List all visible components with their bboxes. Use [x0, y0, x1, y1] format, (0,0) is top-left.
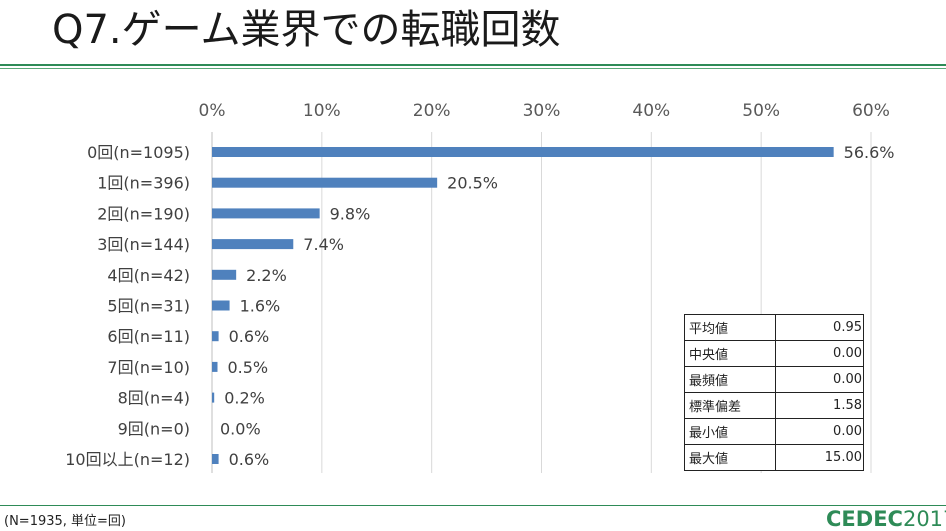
bar	[212, 269, 237, 280]
stats-row: 標準偏差 1.58	[684, 392, 864, 419]
data-label: 9.8%	[330, 204, 371, 223]
x-tick-label: 60%	[852, 101, 890, 121]
category-label: 10回以上(n=12)	[65, 450, 190, 469]
stats-label: 平均値	[684, 314, 776, 341]
page-title: Q7.ゲーム業界での転職回数	[52, 7, 561, 53]
bar-chart: 0% 10% 20% 30% 40% 50% 60% 0回(n=1095) 56.6% 1回(n=…	[65, 101, 895, 473]
stats-table: 平均値 0.95 中央値 0.00 最頻値 0.00 標準偏差 1.58 最小値 0.00…	[684, 314, 864, 471]
x-tick-label: 30%	[523, 101, 561, 121]
category-label: 4回(n=42)	[107, 266, 190, 285]
bar	[212, 208, 320, 219]
stats-value: 0.95	[775, 314, 864, 341]
category-label: 3回(n=144)	[97, 235, 190, 254]
stats-value: 1.58	[775, 392, 864, 419]
category-label: 7回(n=10)	[107, 358, 190, 377]
bar	[212, 239, 294, 250]
category-label: 1回(n=396)	[97, 174, 190, 193]
x-tick-label: 40%	[632, 101, 670, 121]
bar	[212, 177, 438, 188]
stats-label: 最大値	[684, 444, 776, 471]
cedec-logo: CEDEC2017	[826, 507, 946, 531]
stats-value: 0.00	[775, 366, 864, 393]
data-label: 56.6%	[844, 143, 895, 162]
data-label: 20.5%	[447, 174, 498, 193]
bar	[212, 331, 219, 342]
data-label: 0.2%	[224, 389, 265, 408]
bar	[212, 300, 230, 311]
data-label: 0.0%	[220, 419, 261, 438]
data-label: 2.2%	[246, 266, 287, 285]
x-tick-label: 0%	[199, 101, 226, 121]
category-label: 2回(n=190)	[97, 204, 190, 223]
data-label: 0.6%	[229, 450, 270, 469]
x-tick-label: 50%	[742, 101, 780, 121]
stats-row: 最小値 0.00	[684, 418, 864, 445]
bar	[212, 147, 834, 157]
x-tick-label: 20%	[413, 101, 451, 121]
data-label: 7.4%	[303, 235, 344, 254]
stats-value: 15.00	[775, 444, 864, 471]
category-label: 0回(n=1095)	[87, 143, 190, 162]
stats-label: 中央値	[684, 340, 776, 367]
footer-divider	[0, 505, 946, 506]
data-label: 1.6%	[240, 297, 281, 316]
data-label: 0.6%	[229, 327, 270, 346]
bar	[212, 454, 219, 464]
stats-label: 最小値	[684, 418, 776, 445]
x-tick-label: 10%	[303, 101, 341, 121]
footnote: (N=1935, 単位=回)	[4, 514, 127, 529]
stats-row: 最大値 15.00	[684, 444, 864, 471]
logo-text: CEDEC	[826, 507, 903, 531]
category-label: 6回(n=11)	[107, 327, 190, 346]
stats-label: 標準偏差	[684, 392, 776, 419]
stats-label: 最頻値	[684, 366, 776, 393]
bar	[212, 392, 215, 403]
category-label: 5回(n=31)	[107, 297, 190, 316]
stats-value: 0.00	[775, 418, 864, 445]
data-label: 0.5%	[227, 358, 268, 377]
stats-row: 平均値 0.95	[684, 314, 864, 341]
stats-row: 中央値 0.00	[684, 340, 864, 367]
bar	[212, 361, 218, 372]
category-label: 8回(n=4)	[118, 389, 190, 408]
title-divider	[0, 64, 946, 66]
stats-row: 最頻値 0.00	[684, 366, 864, 393]
title-divider-thin	[0, 68, 946, 69]
stats-value: 0.00	[775, 340, 864, 367]
logo-year: 2017	[902, 507, 946, 531]
category-label: 9回(n=0)	[118, 419, 190, 438]
